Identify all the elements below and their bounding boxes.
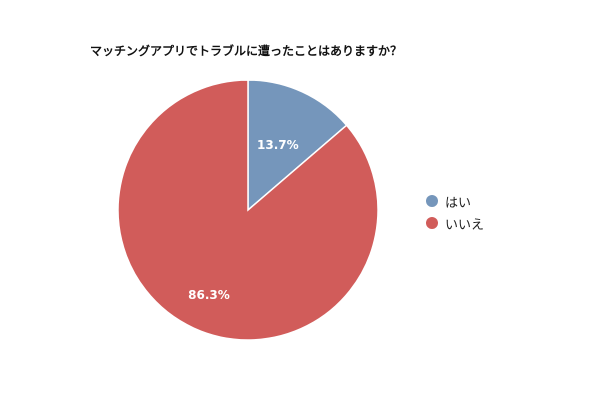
pie-slice-no[interactable] (117, 79, 379, 341)
legend: はい いいえ (426, 190, 484, 234)
chart-title: マッチングアプリでトラブルに遭ったことはありますか？ (90, 44, 403, 58)
slice-label-no: 86.3% (188, 288, 230, 302)
legend-item-yes[interactable]: はい (426, 190, 484, 212)
pie-slice-labels: 13.7% 86.3% (188, 138, 299, 302)
slice-label-yes: 13.7% (257, 138, 299, 152)
pie-slice-yes[interactable] (247, 79, 348, 212)
legend-swatch-no (426, 217, 438, 229)
legend-swatch-yes (426, 195, 438, 207)
legend-item-no[interactable]: いいえ (426, 212, 484, 234)
legend-label-yes: はい (445, 195, 472, 211)
legend-label-no: いいえ (445, 217, 485, 233)
pie-slices (117, 79, 379, 341)
